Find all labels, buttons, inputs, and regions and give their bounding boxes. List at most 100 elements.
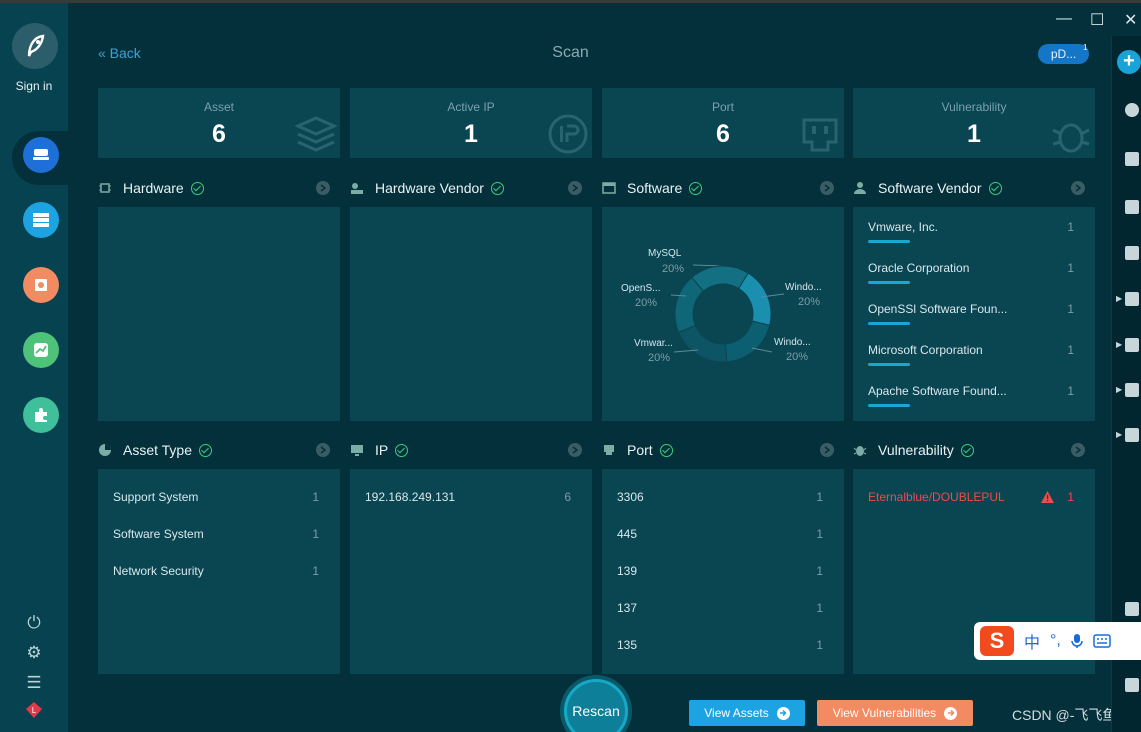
software-donut-chart[interactable]: MySQL 20% Windo... 20% Windo... 20% Vmwar... 20… xyxy=(602,207,844,421)
item-count: 1 xyxy=(1067,343,1074,357)
list-item[interactable]: 3306 1 xyxy=(617,490,829,506)
slice-percent: 20% xyxy=(635,297,657,309)
chip-icon xyxy=(99,183,111,193)
item-name: Support System xyxy=(113,490,199,504)
add-icon[interactable]: + xyxy=(1117,50,1141,74)
list-item[interactable]: 135 1 xyxy=(617,638,829,654)
slice-label: Windo... xyxy=(785,282,822,293)
section-header-vulnerability: Vulnerability xyxy=(853,439,1095,461)
donut-slice[interactable] xyxy=(691,265,749,292)
server-icon xyxy=(33,213,49,227)
list-item[interactable]: Support System 1 xyxy=(113,490,325,506)
item-bar xyxy=(868,240,910,243)
slice-leader-line xyxy=(670,294,687,297)
microphone-icon[interactable] xyxy=(1071,633,1083,649)
check-icon xyxy=(960,443,974,457)
chevron-right-icon[interactable] xyxy=(568,443,582,457)
bug-tool-icon[interactable] xyxy=(1125,292,1139,306)
app-logo[interactable] xyxy=(12,23,58,69)
check-icon xyxy=(490,181,504,195)
slice-label: Vmwar... xyxy=(634,338,673,349)
section-title: Hardware Vendor xyxy=(375,180,484,196)
plugin-settings-icon[interactable] xyxy=(1125,428,1139,442)
list-item[interactable]: OpenSSl Software Foun... 1 xyxy=(868,302,1080,325)
license-badge-icon[interactable]: L xyxy=(0,701,68,724)
list-item[interactable]: Software System 1 xyxy=(113,527,325,543)
menu-icon[interactable]: ☰ xyxy=(26,673,42,692)
close-button[interactable]: ✕ xyxy=(1124,12,1138,29)
monitor-icon[interactable] xyxy=(1125,200,1139,214)
ip-tool-icon[interactable] xyxy=(1125,246,1139,260)
item-count: 1 xyxy=(816,490,823,504)
document-icon[interactable] xyxy=(1125,152,1139,166)
check-icon xyxy=(659,443,673,457)
slice-percent: 20% xyxy=(798,296,820,308)
nav-report-button[interactable] xyxy=(23,332,59,368)
item-count: 1 xyxy=(1067,261,1074,275)
minimize-button[interactable]: — xyxy=(1056,10,1072,27)
list-item[interactable]: Apache Software Found... 1 xyxy=(868,384,1080,407)
sign-in-link[interactable]: Sign in xyxy=(15,79,53,93)
bug-scan-icon[interactable] xyxy=(1125,602,1139,616)
list-item[interactable]: 139 1 xyxy=(617,564,829,580)
plugin-icon[interactable] xyxy=(1125,383,1139,397)
arrow-right-icon xyxy=(776,706,790,720)
donut-slice[interactable] xyxy=(677,324,728,363)
nav-assets-button[interactable] xyxy=(23,202,59,238)
list-item[interactable]: 445 1 xyxy=(617,527,829,543)
ime-punctuation[interactable]: °, xyxy=(1050,632,1061,649)
ime-toolbar[interactable]: S 中 °, xyxy=(974,622,1141,660)
maximize-button[interactable]: ☐ xyxy=(1090,12,1105,29)
item-name: Network Security xyxy=(113,564,204,578)
chevron-right-icon[interactable] xyxy=(316,443,330,457)
item-name: 137 xyxy=(617,601,638,615)
item-bar xyxy=(868,363,910,366)
chevron-right-icon[interactable] xyxy=(568,181,582,195)
item-name: Vmware, Inc. xyxy=(868,220,939,234)
nav-vulnerability-button[interactable] xyxy=(23,267,59,303)
item-name: Eternalblue/DOUBLEPUL xyxy=(868,490,1005,504)
stat-card-vulnerability[interactable]: Vulnerability 1 xyxy=(853,88,1095,158)
software-vendor-panel: Vmware, Inc. 1 Oracle Corporation 1 OpenSS… xyxy=(853,207,1095,421)
list-item[interactable]: 137 1 xyxy=(617,601,829,617)
list-item[interactable]: Network Security 1 xyxy=(113,564,325,580)
chevron-right-icon[interactable] xyxy=(1071,443,1085,457)
keyboard-icon[interactable] xyxy=(1093,634,1111,648)
list-item[interactable]: Oracle Corporation 1 xyxy=(868,261,1080,284)
stat-card-asset[interactable]: Asset 6 xyxy=(98,88,340,158)
list-item[interactable]: Eternalblue/DOUBLEPUL 1 xyxy=(868,490,1080,506)
view-vulnerabilities-button[interactable]: View Vulnerabilities xyxy=(817,700,973,726)
save-icon[interactable] xyxy=(1125,678,1139,692)
ime-language[interactable]: 中 xyxy=(1024,635,1041,652)
check-icon xyxy=(689,181,703,195)
bar-chart-icon[interactable] xyxy=(1125,338,1139,352)
chevron-right-icon[interactable] xyxy=(820,443,834,457)
section-title: Port xyxy=(627,442,653,458)
history-icon[interactable] xyxy=(1125,103,1139,117)
nav-plugins-button[interactable] xyxy=(23,397,59,433)
nav-scan-button[interactable] xyxy=(23,137,59,173)
chevron-right-icon[interactable] xyxy=(1071,181,1085,195)
stat-card-port[interactable]: Port 6 xyxy=(602,88,844,158)
list-item[interactable]: 192.168.249.131 6 xyxy=(365,490,577,506)
list-item[interactable]: Vmware, Inc. 1 xyxy=(868,220,1080,243)
item-name: Microsoft Corporation xyxy=(868,343,983,357)
list-item[interactable]: Microsoft Corporation 1 xyxy=(868,343,1080,366)
settings-gear-icon[interactable]: ⚙ xyxy=(26,643,42,662)
item-count: 1 xyxy=(312,527,319,541)
item-count: 1 xyxy=(1067,490,1074,504)
slice-label: OpenS... xyxy=(621,283,660,294)
power-icon[interactable]: ⏻ xyxy=(27,613,41,632)
rescan-button[interactable]: Rescan xyxy=(564,679,628,732)
chevron-right-icon[interactable] xyxy=(820,181,834,195)
item-name: Apache Software Found... xyxy=(868,384,1007,398)
section-title: Software xyxy=(627,180,683,196)
back-button[interactable]: « Back xyxy=(98,45,141,61)
item-bar xyxy=(868,281,910,284)
view-assets-button[interactable]: View Assets xyxy=(689,700,805,726)
donut-slice[interactable] xyxy=(724,320,771,363)
stat-card-active-ip[interactable]: Active IP 1 xyxy=(350,88,592,158)
user-button[interactable]: pD... xyxy=(1038,44,1089,64)
chevron-right-icon[interactable] xyxy=(316,181,330,195)
hardware-vendor-panel xyxy=(350,207,592,421)
